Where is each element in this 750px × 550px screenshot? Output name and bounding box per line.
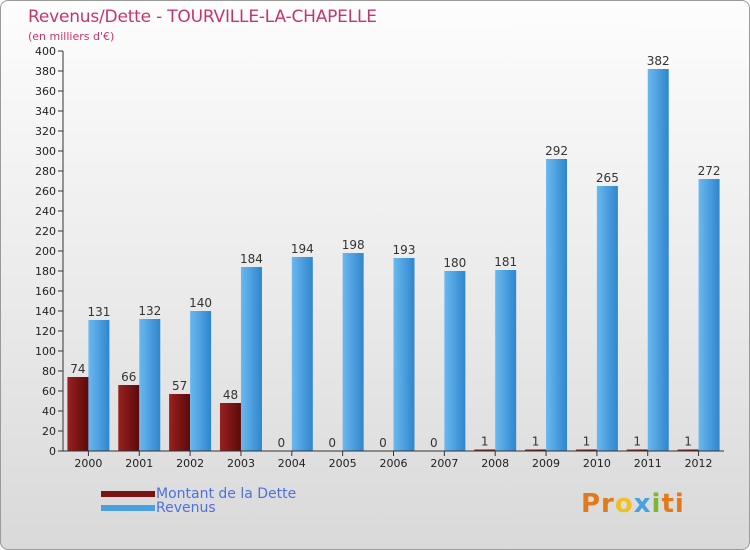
data-label-revenus: 180 xyxy=(443,256,466,270)
bar-dette xyxy=(626,449,648,451)
data-label-revenus: 184 xyxy=(240,252,263,266)
x-tick-label: 2006 xyxy=(380,457,408,470)
y-tick-label: 320 xyxy=(35,125,56,138)
data-label-revenus: 382 xyxy=(647,54,670,68)
data-label-dette: 1 xyxy=(583,435,591,449)
data-label-dette: 57 xyxy=(172,379,187,393)
bar-dette xyxy=(219,403,241,451)
x-tick-label: 2004 xyxy=(278,457,306,470)
bar-revenus xyxy=(240,267,262,451)
y-tick-label: 60 xyxy=(42,385,56,398)
logo-part: o xyxy=(614,489,634,519)
x-tick-label: 2011 xyxy=(634,457,662,470)
data-label-dette: 0 xyxy=(379,436,387,450)
x-tick-label: 2002 xyxy=(176,457,204,470)
y-tick-label: 240 xyxy=(35,205,56,218)
x-tick-label: 2009 xyxy=(532,457,560,470)
bar-dette xyxy=(575,449,597,451)
data-label-dette: 74 xyxy=(70,362,85,376)
logo-part: x xyxy=(633,489,652,519)
x-tick-label: 2003 xyxy=(227,457,255,470)
y-tick-label: 40 xyxy=(42,405,56,418)
bar-revenus xyxy=(495,270,517,451)
logo-part: Pr xyxy=(581,489,615,519)
data-label-dette: 1 xyxy=(481,435,489,449)
legend-swatch-revenus xyxy=(101,505,155,511)
bar-revenus xyxy=(546,159,568,451)
bar-revenus xyxy=(342,253,364,451)
x-tick-label: 2010 xyxy=(583,457,611,470)
y-tick-label: 180 xyxy=(35,265,56,278)
y-tick-label: 20 xyxy=(42,425,56,438)
bar-revenus xyxy=(698,179,720,451)
data-label-dette: 0 xyxy=(430,436,438,450)
data-label-revenus: 181 xyxy=(494,255,517,269)
data-label-dette: 0 xyxy=(328,436,336,450)
bar-revenus xyxy=(88,320,110,451)
y-tick-label: 280 xyxy=(35,165,56,178)
data-label-revenus: 194 xyxy=(291,242,314,256)
bar-revenus xyxy=(291,257,313,451)
bar-revenus xyxy=(139,319,161,451)
data-label-dette: 0 xyxy=(277,436,285,450)
y-tick-label: 260 xyxy=(35,185,56,198)
y-tick-label: 340 xyxy=(35,105,56,118)
chart-subtitle: (en milliers d'€) xyxy=(28,30,115,43)
logo-part: i xyxy=(651,489,662,519)
y-tick-label: 220 xyxy=(35,225,56,238)
data-label-revenus: 265 xyxy=(596,171,619,185)
bar-dette xyxy=(677,449,699,451)
data-label-revenus: 292 xyxy=(545,144,568,158)
data-label-revenus: 198 xyxy=(342,238,365,252)
bar-dette xyxy=(525,449,547,451)
y-tick-label: 360 xyxy=(35,85,56,98)
y-tick-label: 0 xyxy=(49,445,56,458)
x-tick-label: 2000 xyxy=(74,457,102,470)
bar-dette xyxy=(474,449,496,451)
data-label-revenus: 132 xyxy=(138,304,161,318)
x-tick-label: 2008 xyxy=(481,457,509,470)
data-label-dette: 1 xyxy=(633,435,641,449)
data-label-dette: 48 xyxy=(223,388,238,402)
y-tick-label: 80 xyxy=(42,365,56,378)
bar-revenus xyxy=(190,311,212,451)
y-tick-label: 140 xyxy=(35,305,56,318)
data-label-revenus: 193 xyxy=(393,243,416,257)
y-tick-label: 300 xyxy=(35,145,56,158)
bar-dette xyxy=(118,385,140,451)
bar-revenus xyxy=(444,271,466,451)
data-label-dette: 1 xyxy=(684,435,692,449)
legend-swatch-dette xyxy=(101,491,155,497)
x-tick-label: 2012 xyxy=(685,457,713,470)
y-tick-label: 160 xyxy=(35,285,56,298)
y-tick-label: 120 xyxy=(35,325,56,338)
bar-revenus xyxy=(393,258,415,451)
data-label-revenus: 272 xyxy=(698,164,721,178)
x-tick-label: 2005 xyxy=(329,457,357,470)
data-label-dette: 1 xyxy=(532,435,540,449)
y-tick-label: 200 xyxy=(35,245,56,258)
bar-revenus xyxy=(647,69,669,451)
bar-dette xyxy=(67,377,89,451)
data-label-dette: 66 xyxy=(121,370,136,384)
bar-revenus xyxy=(596,186,618,451)
proxiti-logo: Proxiti xyxy=(581,489,685,519)
chart-title: Revenus/Dette - TOURVILLE-LA-CHAPELLE xyxy=(28,7,377,27)
legend-label-revenus: Revenus xyxy=(156,500,216,516)
y-tick-label: 380 xyxy=(35,65,56,78)
y-tick-label: 400 xyxy=(35,45,56,58)
legend-label-dette: Montant de la Dette xyxy=(156,486,297,502)
x-tick-label: 2007 xyxy=(430,457,458,470)
logo-part: ti xyxy=(661,489,685,519)
x-tick-label: 2001 xyxy=(125,457,153,470)
data-label-revenus: 131 xyxy=(87,305,110,319)
bar-dette xyxy=(169,394,191,451)
y-tick-label: 100 xyxy=(35,345,56,358)
data-label-revenus: 140 xyxy=(189,296,212,310)
